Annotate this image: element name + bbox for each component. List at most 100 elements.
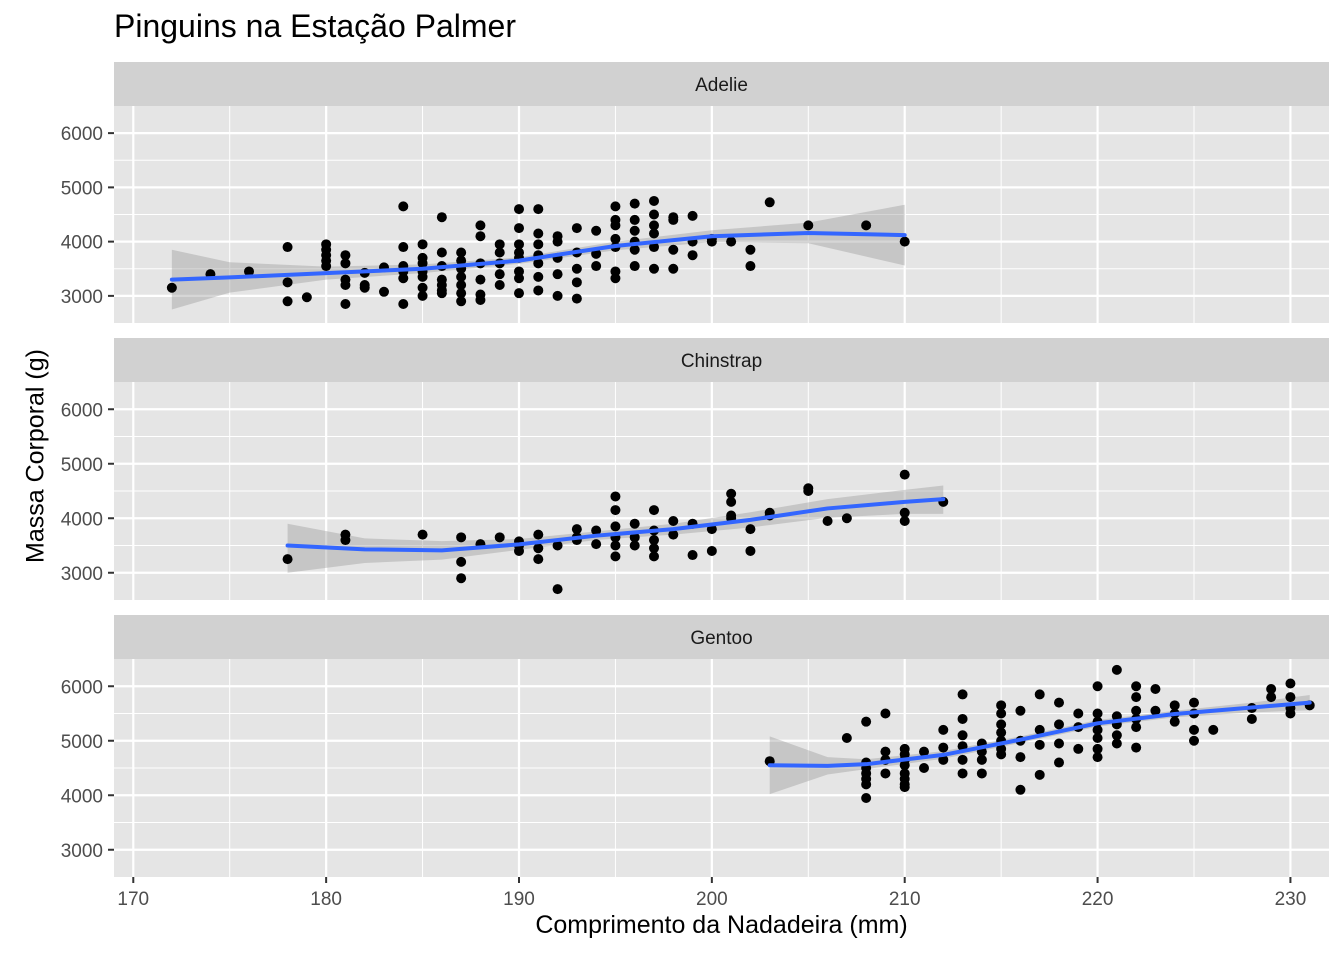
data-point	[398, 299, 409, 310]
y-tick-label: 5000	[61, 455, 103, 476]
data-point	[861, 792, 872, 803]
data-point	[1054, 719, 1064, 730]
data-point	[1285, 708, 1296, 719]
y-tick-label: 4000	[61, 233, 103, 254]
data-point	[282, 554, 293, 565]
data-point	[706, 236, 717, 247]
data-point	[1189, 697, 1199, 708]
data-point	[514, 545, 524, 556]
data-point	[726, 236, 737, 247]
y-tick-label: 4000	[61, 786, 103, 807]
data-point	[514, 273, 524, 284]
data-point	[976, 754, 987, 765]
data-point	[610, 551, 621, 562]
data-point	[1285, 678, 1296, 689]
data-point	[899, 782, 910, 793]
data-point	[514, 223, 524, 234]
data-point	[379, 286, 389, 297]
facet-strip	[114, 62, 1329, 106]
data-point	[610, 220, 621, 231]
data-point	[417, 258, 428, 269]
data-point	[880, 768, 891, 779]
data-point	[610, 521, 621, 532]
data-point	[1111, 664, 1122, 675]
data-point	[861, 716, 872, 727]
facet-label: Chinstrap	[681, 351, 762, 372]
data-point	[301, 292, 312, 303]
data-point	[957, 730, 968, 741]
y-tick-label: 6000	[61, 124, 103, 145]
data-point	[1034, 769, 1045, 780]
data-point	[629, 244, 640, 255]
data-point	[610, 233, 621, 244]
data-point	[957, 768, 968, 779]
data-point	[861, 220, 872, 231]
data-point	[456, 532, 467, 543]
data-point	[919, 746, 929, 757]
data-point	[1131, 692, 1142, 703]
x-tick-label: 220	[1082, 889, 1114, 910]
data-point	[649, 535, 659, 546]
y-tick-label: 6000	[61, 677, 103, 698]
data-point	[1150, 705, 1161, 716]
data-point	[514, 204, 524, 215]
y-tick-label: 5000	[61, 732, 103, 753]
data-point	[533, 239, 544, 250]
data-point	[668, 244, 679, 255]
data-point	[1169, 716, 1180, 727]
data-point	[629, 540, 640, 551]
data-point	[629, 261, 640, 272]
data-point	[417, 271, 428, 282]
data-point	[456, 288, 467, 299]
data-point	[1073, 708, 1084, 719]
data-point	[1015, 752, 1026, 763]
data-point	[475, 294, 486, 305]
data-point	[514, 288, 524, 299]
data-point	[1092, 743, 1103, 754]
data-point	[1131, 705, 1142, 716]
data-point	[745, 244, 756, 255]
data-point	[533, 285, 544, 296]
data-point	[996, 708, 1007, 719]
smooth-line	[285, 497, 946, 553]
data-point	[649, 263, 659, 274]
data-point	[571, 277, 582, 288]
data-point	[456, 280, 467, 291]
x-tick-label: 210	[889, 889, 921, 910]
data-point	[456, 296, 467, 307]
data-point	[1285, 692, 1296, 703]
data-point	[494, 239, 505, 250]
data-point	[649, 209, 659, 220]
data-point	[340, 299, 351, 310]
data-point	[456, 556, 467, 567]
data-point	[494, 247, 505, 258]
data-point	[282, 242, 293, 253]
data-point	[1092, 733, 1103, 744]
data-point	[1131, 722, 1142, 733]
data-point	[687, 250, 698, 261]
y-tick-label: 4000	[61, 509, 103, 530]
data-point	[803, 486, 814, 496]
data-point	[417, 239, 428, 250]
data-point	[1208, 724, 1219, 735]
y-axis-label: Massa Corporal (g)	[21, 349, 50, 563]
data-point	[687, 210, 698, 221]
data-point	[610, 540, 621, 551]
data-point	[1054, 757, 1064, 768]
data-point	[629, 198, 640, 209]
data-point	[282, 277, 293, 288]
data-point	[841, 513, 852, 524]
data-point	[610, 273, 621, 284]
data-point	[996, 749, 1007, 760]
data-point	[629, 225, 640, 236]
data-point	[706, 545, 717, 556]
y-tick-label: 3000	[61, 841, 103, 862]
data-point	[1034, 689, 1045, 700]
data-point	[398, 273, 409, 284]
data-point	[880, 746, 891, 757]
chart-title: Pinguins na Estação Palmer	[114, 8, 516, 44]
data-point	[649, 543, 659, 554]
data-point	[1189, 735, 1199, 746]
facet-label: Adelie	[695, 75, 748, 96]
